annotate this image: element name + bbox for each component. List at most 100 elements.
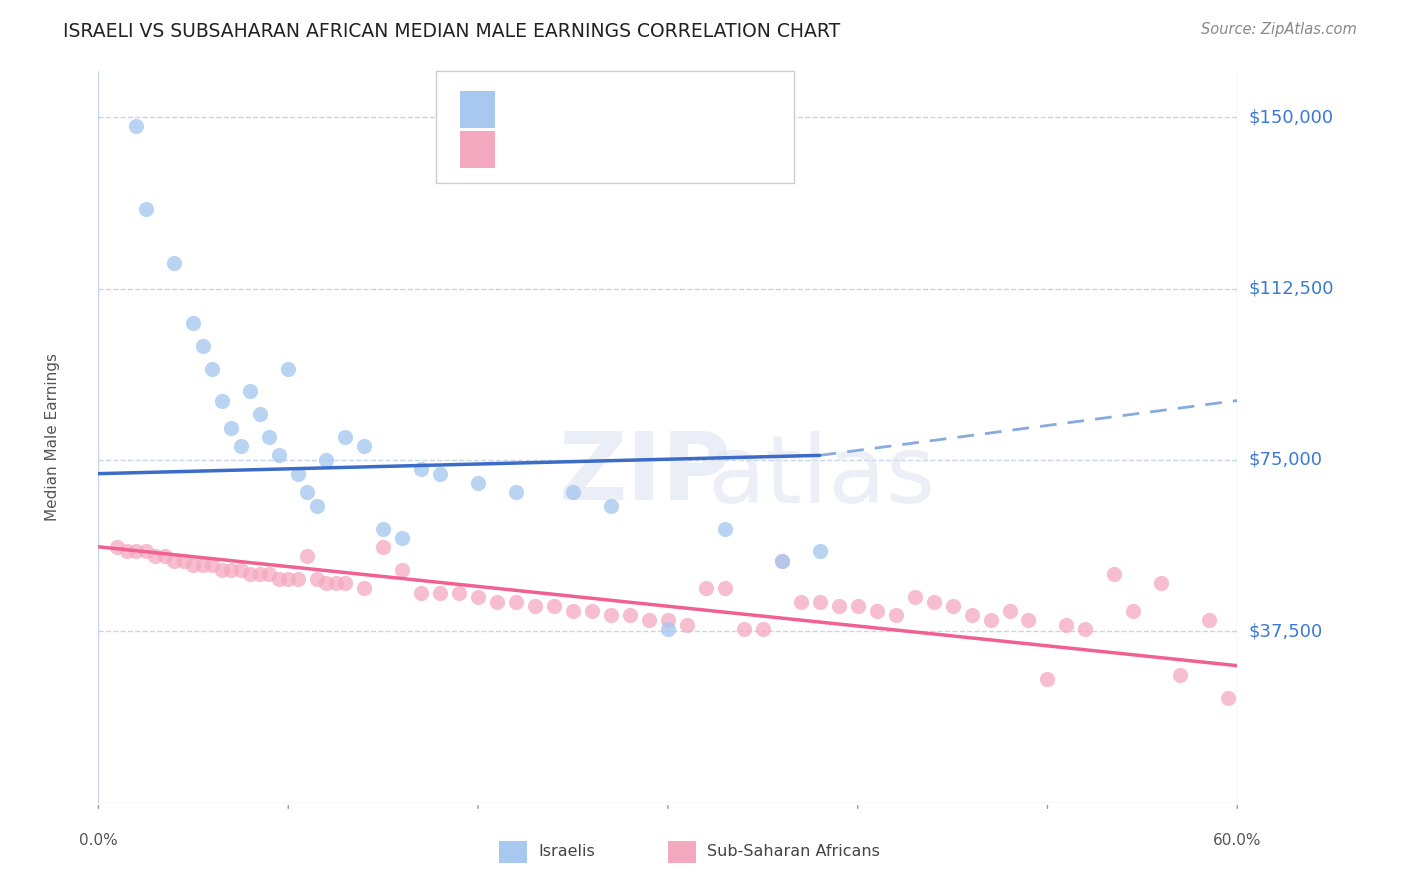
Point xyxy=(353,439,375,453)
Point xyxy=(1102,567,1125,582)
Point xyxy=(287,467,309,481)
Point xyxy=(191,558,214,573)
Point xyxy=(562,484,585,499)
Point xyxy=(429,467,451,481)
Point xyxy=(676,617,699,632)
Point xyxy=(638,613,661,627)
Point xyxy=(657,622,679,636)
Point xyxy=(211,563,233,577)
Point xyxy=(335,576,357,591)
Text: 60.0%: 60.0% xyxy=(1213,833,1261,848)
Point xyxy=(249,407,271,421)
Point xyxy=(371,521,394,535)
Text: $112,500: $112,500 xyxy=(1249,279,1334,298)
Point xyxy=(411,585,433,599)
Point xyxy=(163,256,186,270)
Point xyxy=(135,544,157,558)
Text: $75,000: $75,000 xyxy=(1249,451,1323,469)
Point xyxy=(315,453,337,467)
Point xyxy=(183,316,205,330)
Point xyxy=(467,590,489,604)
Point xyxy=(770,553,793,567)
Point xyxy=(790,594,813,608)
Point xyxy=(259,430,281,444)
Point xyxy=(305,499,328,513)
Point xyxy=(277,572,299,586)
Point xyxy=(335,430,357,444)
Point xyxy=(153,549,176,563)
Point xyxy=(229,439,252,453)
Point xyxy=(325,576,347,591)
Point xyxy=(600,608,623,623)
Text: $37,500: $37,500 xyxy=(1249,623,1323,640)
Point xyxy=(467,475,489,490)
Point xyxy=(1122,604,1144,618)
Point xyxy=(543,599,565,614)
Point xyxy=(884,608,907,623)
Point xyxy=(239,567,262,582)
Point xyxy=(239,384,262,399)
Point xyxy=(846,599,869,614)
Point xyxy=(221,421,243,435)
Text: Israelis: Israelis xyxy=(538,845,595,859)
Point xyxy=(125,544,148,558)
Point xyxy=(287,572,309,586)
Point xyxy=(752,622,775,636)
Point xyxy=(619,608,641,623)
Text: R = -0.611   N = 70: R = -0.611 N = 70 xyxy=(509,141,686,159)
Point xyxy=(249,567,271,582)
Point xyxy=(960,608,983,623)
Text: Sub-Saharan Africans: Sub-Saharan Africans xyxy=(707,845,880,859)
Point xyxy=(1198,613,1220,627)
Point xyxy=(562,604,585,618)
Point xyxy=(904,590,927,604)
Point xyxy=(391,563,413,577)
Text: R = 0.020   N = 32: R = 0.020 N = 32 xyxy=(509,101,679,119)
Point xyxy=(486,594,509,608)
Point xyxy=(173,553,195,567)
Text: ISRAELI VS SUBSAHARAN AFRICAN MEDIAN MALE EARNINGS CORRELATION CHART: ISRAELI VS SUBSAHARAN AFRICAN MEDIAN MAL… xyxy=(63,22,841,41)
Point xyxy=(297,484,319,499)
Point xyxy=(581,604,603,618)
Text: atlas: atlas xyxy=(707,432,936,524)
Point xyxy=(183,558,205,573)
Point xyxy=(695,581,717,595)
Point xyxy=(353,581,375,595)
Point xyxy=(391,531,413,545)
Point xyxy=(505,484,527,499)
Point xyxy=(1216,690,1239,705)
Point xyxy=(371,540,394,554)
Point xyxy=(1018,613,1040,627)
Text: Median Male Earnings: Median Male Earnings xyxy=(45,353,60,521)
Point xyxy=(145,549,167,563)
Point xyxy=(315,576,337,591)
Point xyxy=(505,594,527,608)
Point xyxy=(267,572,290,586)
Point xyxy=(411,462,433,476)
Point xyxy=(115,544,138,558)
Point xyxy=(600,499,623,513)
Point xyxy=(107,540,129,554)
Point xyxy=(1150,576,1173,591)
Point xyxy=(657,613,679,627)
Point xyxy=(259,567,281,582)
Text: Source: ZipAtlas.com: Source: ZipAtlas.com xyxy=(1201,22,1357,37)
Point xyxy=(714,581,737,595)
Point xyxy=(1170,667,1192,681)
Point xyxy=(201,361,224,376)
Point xyxy=(922,594,945,608)
Point xyxy=(828,599,851,614)
Point xyxy=(524,599,547,614)
Point xyxy=(211,393,233,408)
Point xyxy=(1056,617,1078,632)
Text: ZIP: ZIP xyxy=(558,427,731,520)
Point xyxy=(808,594,831,608)
Point xyxy=(1074,622,1097,636)
Point xyxy=(866,604,889,618)
Point xyxy=(942,599,965,614)
Text: 0.0%: 0.0% xyxy=(79,833,118,848)
Point xyxy=(808,544,831,558)
Point xyxy=(125,119,148,133)
Point xyxy=(429,585,451,599)
Point xyxy=(733,622,755,636)
